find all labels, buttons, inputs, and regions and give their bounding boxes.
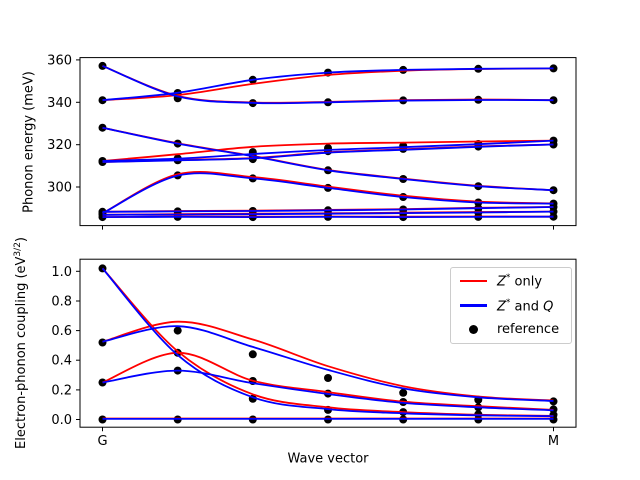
y-tick-label: 1.0 (51, 265, 72, 280)
y-tick-label: 320 (47, 138, 72, 153)
axes-frame (79, 57, 577, 227)
y-tick-label: 0.8 (51, 295, 72, 310)
top-y-axis-label-text: Phonon energy (meV) (21, 70, 37, 213)
legend-entry-z-star-only: Z* only (460, 274, 567, 288)
line-z-star-only (102, 351, 554, 411)
reference-dot (324, 374, 332, 382)
line-z-star-and-q (102, 206, 554, 213)
line-z-star-and-q (102, 143, 554, 163)
line-z-star-and-q (102, 126, 554, 192)
reference-dot (98, 338, 107, 347)
line-z-star-and-q (102, 139, 554, 162)
line-z-star-and-q (102, 67, 554, 102)
y-tick-label: 0.4 (51, 354, 72, 369)
y-tick-label: 360 (47, 53, 72, 68)
line-z-star-and-q (102, 65, 554, 105)
y-tick-label: 300 (47, 181, 72, 196)
x-tick-label: M (548, 434, 559, 449)
axes-frame (79, 258, 577, 428)
black-dot-icon (469, 325, 478, 334)
legend-label-z-star-only: Z* only (497, 273, 543, 290)
x-tick-label: G (97, 434, 107, 449)
line-z-star-only (102, 139, 554, 162)
red-line-sample (460, 279, 487, 283)
x-axis-label: Wave vector (287, 451, 369, 467)
y-tick-label: 0.2 (51, 383, 72, 398)
line-z-star-and-q (102, 325, 554, 402)
line-z-star-and-q (102, 172, 554, 215)
bottom-y-axis-label-prefix: Electron-phonon coupling (eV (14, 256, 30, 449)
legend: Z* only Z* and Q reference (450, 267, 572, 344)
bottom-y-axis-label-sup: 3/2 (12, 242, 23, 257)
black-dot-sample (460, 325, 487, 334)
blue-line-icon (460, 304, 487, 307)
y-tick-label: 0.6 (51, 324, 72, 339)
bottom-y-axis-label-suffix: ) (14, 237, 30, 243)
y-tick-label: 340 (47, 96, 72, 111)
reference-dot (173, 326, 182, 335)
blue-line-sample (460, 304, 487, 307)
red-line-icon (460, 279, 487, 283)
reference-dot (549, 397, 558, 406)
legend-label-z-star-and-q: Z* and Q (497, 297, 554, 314)
bottom-y-axis-label: Electron-phonon coupling (eV3/2) (13, 237, 29, 449)
legend-label-reference: reference (497, 322, 560, 337)
line-z-star-and-q (101, 267, 554, 418)
legend-entry-z-star-and-q: Z* and Q (460, 297, 567, 314)
line-z-star-and-q (102, 210, 554, 216)
reference-dot (324, 147, 332, 156)
reference-dot (248, 350, 257, 359)
line-z-star-and-q (102, 369, 554, 412)
reference-dot (399, 388, 408, 397)
legend-entry-reference: reference (460, 323, 567, 336)
y-tick-label: 0.0 (51, 413, 72, 428)
top-y-axis-label: Phonon energy (meV) (22, 71, 37, 213)
